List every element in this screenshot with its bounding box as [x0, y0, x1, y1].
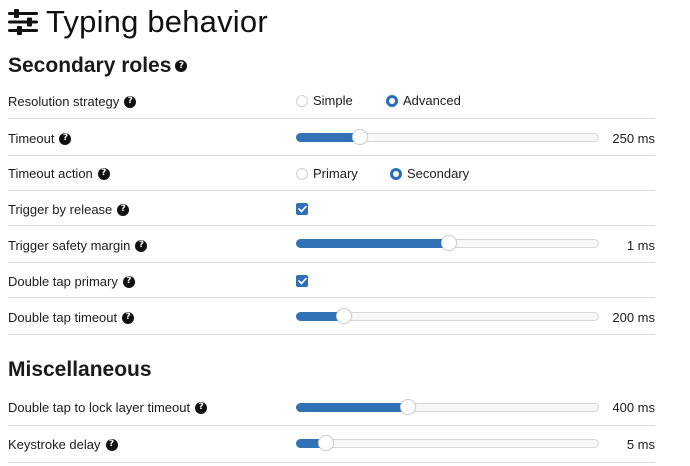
radio-primary-label: Primary: [313, 166, 358, 181]
double-tap-primary-text: Double tap primary: [8, 274, 118, 289]
radio-circle-unchecked[interactable]: [296, 94, 308, 107]
row-timeout-action: Timeout action ? Primary Secondary: [8, 156, 655, 191]
slider-fill: [296, 239, 449, 248]
help-icon[interactable]: ?: [135, 239, 148, 252]
timeout-text: Timeout: [8, 131, 55, 146]
section-title-text: Miscellaneous: [8, 358, 152, 381]
trigger-by-release-label: Trigger by release ?: [8, 202, 130, 217]
slider-fill: [296, 133, 360, 142]
timeout-value: 250 ms: [612, 131, 655, 146]
radio-secondary-label: Secondary: [407, 166, 470, 181]
slider-thumb[interactable]: [318, 435, 335, 451]
timeout-label: Timeout ?: [8, 131, 72, 146]
radio-circle-unchecked[interactable]: [296, 167, 308, 180]
double-tap-lock-label: Double tap to lock layer timeout ?: [8, 400, 208, 415]
row-trigger-safety-margin: Trigger safety margin ? 1 ms: [8, 226, 655, 263]
slider-fill: [296, 403, 409, 412]
slider-fill: [296, 312, 345, 321]
keystroke-delay-value: 5 ms: [626, 437, 655, 452]
row-double-tap-primary: Double tap primary ?: [8, 263, 655, 298]
help-icon[interactable]: ?: [175, 60, 188, 72]
help-icon[interactable]: ?: [124, 95, 137, 108]
double-tap-primary-label: Double tap primary ?: [8, 274, 135, 289]
help-icon[interactable]: ?: [122, 311, 135, 324]
radio-circle-checked[interactable]: [386, 94, 398, 107]
sliders-icon: [8, 9, 38, 35]
keystroke-delay-slider[interactable]: [296, 435, 599, 451]
page-header: Typing behavior: [8, 2, 268, 42]
help-icon[interactable]: ?: [105, 438, 118, 451]
double-tap-primary-checkbox[interactable]: [296, 275, 308, 287]
radio-simple[interactable]: Simple: [296, 93, 353, 108]
resolution-strategy-label: Resolution strategy ?: [8, 94, 137, 109]
row-double-tap-timeout: Double tap timeout ? 200 ms: [8, 298, 655, 335]
slider-track[interactable]: [296, 439, 599, 448]
help-icon[interactable]: ?: [59, 132, 72, 145]
trigger-safety-margin-label: Trigger safety margin ?: [8, 238, 148, 253]
row-timeout: Timeout ? 250 ms: [8, 119, 655, 156]
section-title-miscellaneous: Miscellaneous: [8, 358, 152, 382]
keystroke-delay-text: Keystroke delay: [8, 437, 101, 452]
trigger-safety-margin-value: 1 ms: [626, 238, 655, 253]
double-tap-timeout-slider[interactable]: [296, 308, 599, 324]
double-tap-timeout-value: 200 ms: [612, 310, 655, 325]
timeout-slider[interactable]: [296, 129, 599, 145]
row-trigger-by-release: Trigger by release ?: [8, 191, 655, 226]
slider-thumb[interactable]: [351, 129, 368, 145]
resolution-strategy-text: Resolution strategy: [8, 94, 120, 109]
help-icon[interactable]: ?: [117, 203, 130, 216]
timeout-action-label: Timeout action ?: [8, 166, 110, 181]
section-title-text: Secondary roles: [8, 54, 172, 77]
radio-secondary[interactable]: Secondary: [390, 166, 469, 181]
radio-primary[interactable]: Primary: [296, 166, 358, 181]
double-tap-timeout-text: Double tap timeout: [8, 310, 118, 325]
page-title: Typing behavior: [46, 4, 268, 39]
slider-thumb[interactable]: [441, 235, 457, 251]
trigger-by-release-text: Trigger by release: [8, 202, 113, 217]
help-icon[interactable]: ?: [97, 167, 110, 180]
radio-circle-checked[interactable]: [390, 167, 402, 180]
radio-advanced-label: Advanced: [403, 93, 461, 108]
slider-fill: [296, 439, 327, 448]
double-tap-lock-text: Double tap to lock layer timeout: [8, 400, 191, 415]
row-keystroke-delay: Keystroke delay ? 5 ms: [8, 426, 655, 463]
radio-advanced[interactable]: Advanced: [386, 93, 461, 108]
timeout-action-text: Timeout action: [8, 166, 93, 181]
double-tap-lock-value: 400 ms: [612, 400, 655, 415]
help-icon[interactable]: ?: [195, 401, 208, 414]
slider-thumb[interactable]: [400, 399, 417, 415]
trigger-safety-margin-text: Trigger safety margin: [8, 238, 131, 253]
section-title-secondary-roles: Secondary roles ?: [8, 54, 188, 78]
trigger-by-release-checkbox[interactable]: [296, 203, 308, 215]
trigger-safety-margin-slider[interactable]: [296, 235, 599, 251]
double-tap-timeout-label: Double tap timeout ?: [8, 310, 135, 325]
help-icon[interactable]: ?: [122, 275, 135, 288]
checkmark-icon: [297, 277, 307, 285]
radio-simple-label: Simple: [313, 93, 353, 108]
keystroke-delay-label: Keystroke delay ?: [8, 437, 118, 452]
double-tap-lock-slider[interactable]: [296, 399, 599, 415]
slider-thumb[interactable]: [336, 308, 353, 324]
row-resolution-strategy: Resolution strategy ? Simple Advanced: [8, 84, 655, 119]
row-double-tap-lock-timeout: Double tap to lock layer timeout ? 400 m…: [8, 389, 655, 426]
checkmark-icon: [297, 205, 307, 213]
